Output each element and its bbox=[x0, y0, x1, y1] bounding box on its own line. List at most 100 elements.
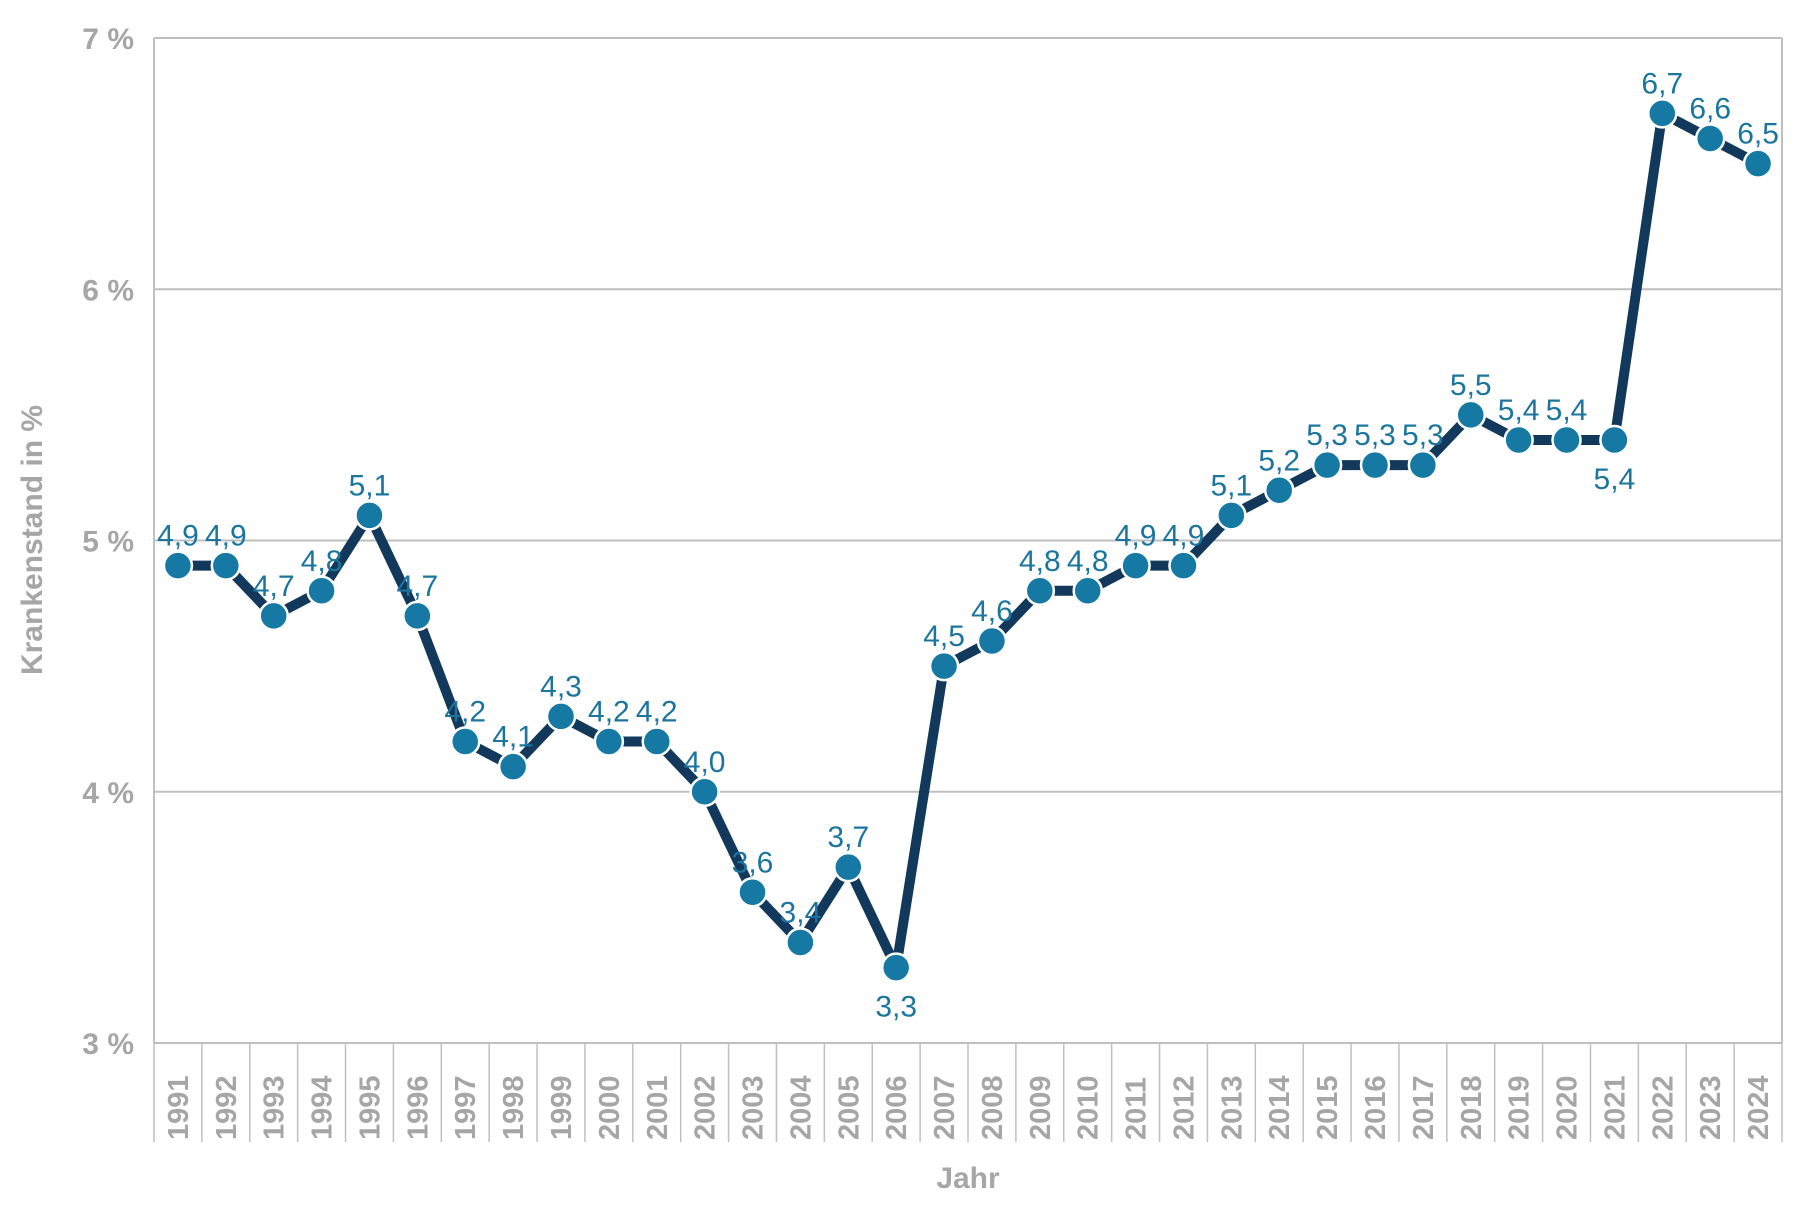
x-axis-label: 1999 bbox=[546, 1075, 578, 1140]
data-label: 3,3 bbox=[875, 991, 917, 1024]
data-point bbox=[593, 726, 625, 757]
data-point bbox=[785, 927, 816, 958]
data-label: 5,4 bbox=[1594, 463, 1636, 496]
data-point bbox=[1503, 424, 1534, 456]
data-point bbox=[354, 500, 385, 531]
x-axis-label: 2005 bbox=[833, 1075, 865, 1140]
data-point bbox=[1455, 399, 1487, 431]
series-layer: 4,9 4,94,74,85,14,74,24,14,34,2 4,24,03,63… bbox=[157, 67, 1779, 1023]
data-label: 4,5 bbox=[923, 620, 965, 653]
x-axis-label: 1991 bbox=[163, 1075, 195, 1140]
data-point bbox=[1599, 424, 1630, 456]
data-point bbox=[449, 726, 481, 757]
x-axis-label: 1997 bbox=[450, 1075, 482, 1140]
x-axis-label: 1994 bbox=[307, 1075, 339, 1140]
data-point bbox=[306, 575, 337, 606]
data-label: 4,9 bbox=[205, 520, 247, 553]
data-point bbox=[976, 625, 1008, 657]
data-label: 4,8 bbox=[1019, 545, 1061, 578]
x-axis-label: 2006 bbox=[881, 1075, 913, 1140]
data-point bbox=[1120, 550, 1151, 581]
data-point bbox=[1742, 148, 1774, 179]
data-label: 6,6 bbox=[1689, 93, 1731, 126]
data-label: 4,8 bbox=[1067, 545, 1109, 578]
data-label: 3,6 bbox=[732, 846, 774, 879]
x-axis-label: 1992 bbox=[211, 1075, 243, 1140]
x-axis-label: 2019 bbox=[1504, 1075, 1536, 1140]
x-axis-label: 1993 bbox=[259, 1075, 291, 1140]
x-axis-title: Jahr bbox=[936, 1162, 1000, 1195]
x-axis-label: 2015 bbox=[1312, 1075, 1344, 1140]
data-label: 4,2 bbox=[636, 696, 678, 729]
data-label: 3,7 bbox=[827, 821, 869, 854]
x-axis-label: 2021 bbox=[1599, 1075, 1631, 1140]
series-line bbox=[172, 108, 1764, 973]
data-point bbox=[497, 751, 529, 782]
data-point bbox=[1311, 449, 1343, 481]
data-label: 4,1 bbox=[492, 721, 534, 754]
x-axis-label: 1995 bbox=[354, 1075, 386, 1140]
data-label: 4,2 bbox=[588, 696, 630, 729]
y-tick-label: 4 % bbox=[82, 777, 134, 810]
x-axis-label: 2012 bbox=[1168, 1075, 1200, 1140]
data-point bbox=[641, 726, 673, 757]
data-label: 5,3 bbox=[1306, 419, 1348, 452]
y-tick-label: 7 % bbox=[82, 23, 134, 56]
data-point bbox=[258, 600, 289, 632]
data-point bbox=[162, 550, 194, 581]
x-axis-label: 1998 bbox=[498, 1075, 530, 1140]
x-axis-label: 2020 bbox=[1552, 1075, 1584, 1140]
x-axis-label: 2008 bbox=[977, 1075, 1009, 1140]
data-point bbox=[1694, 123, 1726, 154]
data-point bbox=[1168, 550, 1199, 581]
x-axis-label: 2013 bbox=[1216, 1075, 1248, 1140]
data-point bbox=[1551, 424, 1582, 456]
data-point bbox=[210, 550, 242, 581]
x-axis-label: 2009 bbox=[1025, 1075, 1057, 1140]
data-label: 5,1 bbox=[1210, 469, 1252, 502]
data-point bbox=[737, 877, 768, 908]
data-point bbox=[1216, 500, 1247, 531]
data-point bbox=[1359, 449, 1391, 481]
x-axis-label: 2002 bbox=[690, 1075, 722, 1140]
x-axis-label: 2007 bbox=[929, 1075, 961, 1140]
x-axis-label: 2001 bbox=[642, 1075, 674, 1140]
data-label: 4,7 bbox=[253, 570, 295, 603]
data-label: 4,9 bbox=[1115, 520, 1157, 553]
x-axis-label: 2000 bbox=[594, 1075, 626, 1140]
x-axis-label: 2023 bbox=[1695, 1075, 1727, 1140]
data-label: 5,5 bbox=[1450, 369, 1492, 402]
data-label: 5,3 bbox=[1354, 419, 1396, 452]
data-point bbox=[1024, 575, 1056, 606]
x-axis-label: 2016 bbox=[1360, 1075, 1392, 1140]
data-point bbox=[1072, 575, 1103, 606]
data-label: 4,9 bbox=[157, 520, 199, 553]
data-point bbox=[402, 600, 433, 632]
x-axis-label: 2003 bbox=[738, 1075, 770, 1140]
data-label: 5,1 bbox=[349, 469, 391, 502]
y-tick-label: 5 % bbox=[82, 526, 134, 559]
data-label: 4,2 bbox=[444, 696, 486, 729]
x-axis-label: 2011 bbox=[1121, 1077, 1153, 1140]
x-axis-label: 2004 bbox=[785, 1075, 817, 1140]
data-point bbox=[1263, 475, 1295, 506]
data-label: 3,4 bbox=[780, 897, 822, 930]
data-label: 6,5 bbox=[1737, 118, 1779, 151]
y-tick-label: 3 % bbox=[82, 1028, 134, 1061]
x-axis-label: 2018 bbox=[1456, 1075, 1488, 1140]
axis-layer: 3 % 4 % 5 % 6 % 7 % 1991 1992 1993 1994 1995 1996 1… bbox=[82, 23, 1783, 1142]
data-label: 5,4 bbox=[1498, 394, 1540, 427]
x-axis-label: 2010 bbox=[1073, 1075, 1105, 1140]
x-axis-label: 2014 bbox=[1264, 1075, 1296, 1140]
data-point bbox=[928, 650, 960, 682]
x-axis-label: 2017 bbox=[1408, 1075, 1440, 1140]
y-axis-title: Krankenstand in % bbox=[16, 405, 49, 675]
data-label: 5,4 bbox=[1546, 394, 1588, 427]
x-axis-label: 2024 bbox=[1743, 1075, 1775, 1140]
data-point bbox=[833, 851, 864, 883]
data-label: 6,7 bbox=[1641, 67, 1683, 100]
data-label: 4,6 bbox=[971, 595, 1013, 628]
data-label: 5,2 bbox=[1258, 444, 1300, 477]
